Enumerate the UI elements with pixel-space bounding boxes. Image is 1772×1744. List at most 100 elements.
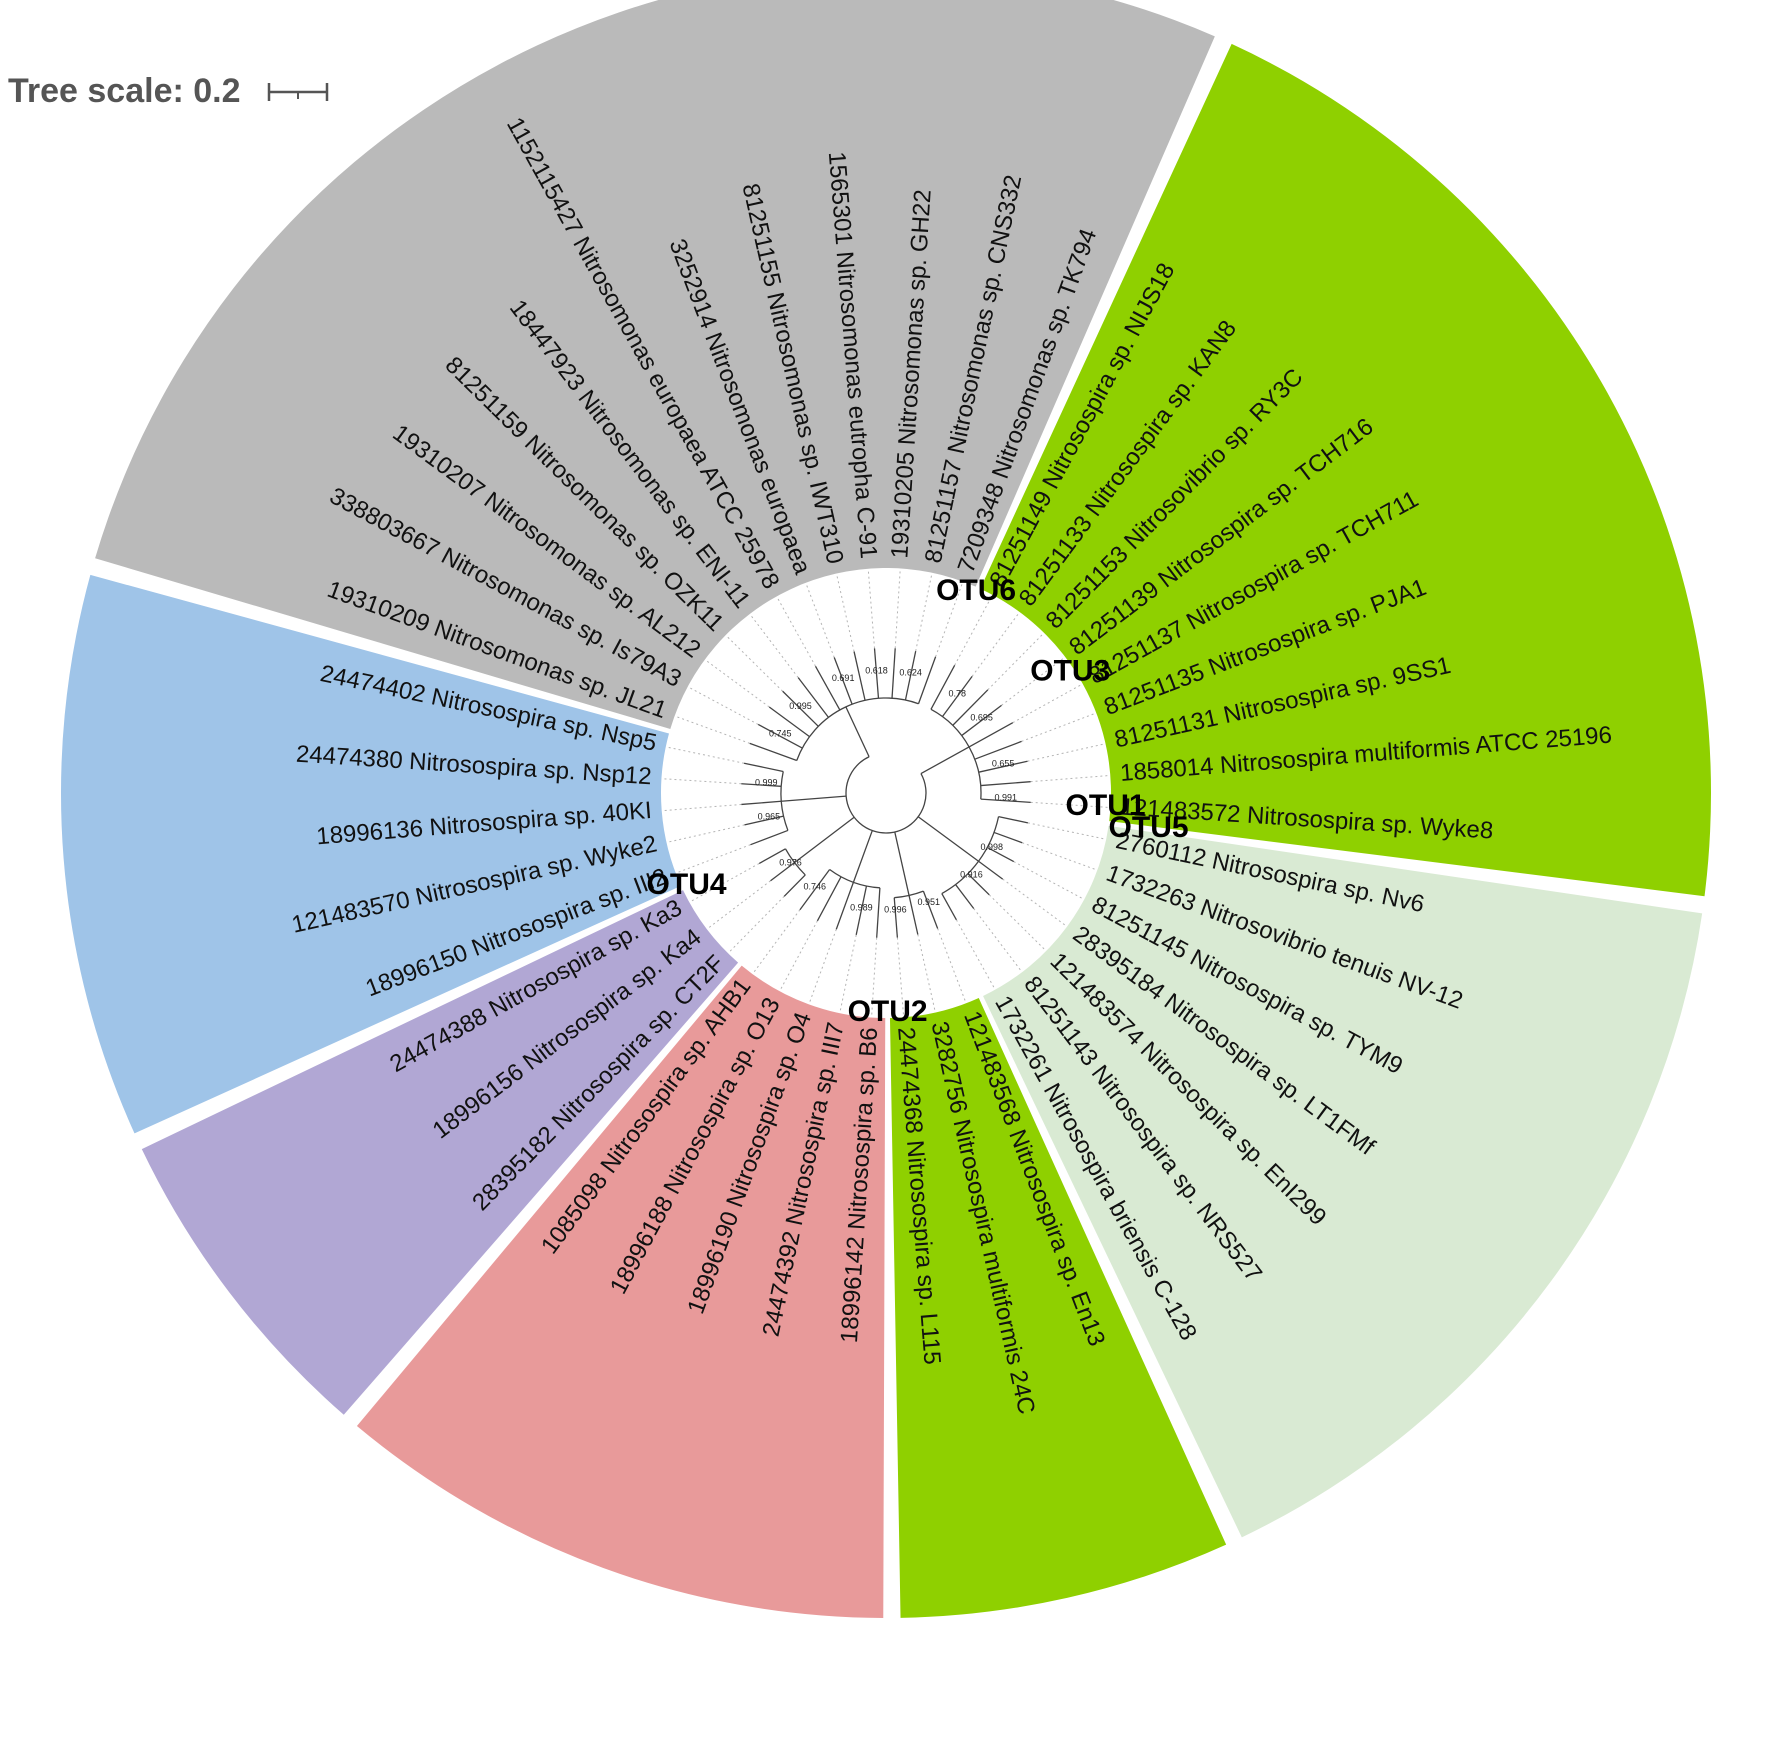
leaf-leader: [1022, 842, 1098, 871]
branch-segment: [894, 831, 910, 896]
leaf-leader: [1030, 801, 1111, 809]
support-value: 0.999: [755, 777, 778, 787]
leaf-leader: [988, 894, 1047, 952]
support-value: 0.695: [970, 712, 993, 722]
support-value: 0.991: [994, 793, 1017, 803]
support-value: 0.745: [769, 728, 792, 738]
support-value: 0.746: [804, 882, 827, 892]
otu-label: OTU1: [1066, 789, 1146, 822]
support-value: 0.951: [917, 897, 940, 907]
clade-sectors: [61, 0, 1711, 1618]
branch-segment: [917, 656, 937, 704]
leaf-leader: [973, 908, 1023, 973]
otu-label: OTU6: [936, 574, 1016, 607]
branch-segment: [873, 648, 880, 699]
leaf-leader: [987, 632, 1045, 691]
leaf-leader: [971, 611, 1021, 677]
leaf-leader: [1027, 822, 1107, 840]
leaf-leader: [674, 715, 750, 744]
branch-segment: [922, 890, 939, 929]
branch-segment: [799, 869, 831, 911]
branch-segment: [876, 887, 881, 938]
leaf-leader: [955, 919, 996, 990]
scale-bar: [267, 82, 328, 101]
tree-scale-label: Tree scale: 0.2: [8, 72, 241, 110]
leaf-leader: [935, 581, 964, 657]
support-value: 0.995: [789, 701, 812, 711]
branch-arc: [845, 756, 927, 834]
branch-segment: [978, 860, 1004, 880]
branch-segment: [781, 795, 847, 802]
support-value: 0.965: [758, 811, 781, 821]
leaf-leader: [835, 573, 855, 652]
branch-segment: [853, 651, 866, 701]
leaf-leader: [896, 937, 905, 1018]
leaf-leader: [1013, 861, 1085, 900]
branch-segment: [797, 677, 830, 718]
leaf-leader: [808, 929, 837, 1005]
branch-segment: [816, 876, 842, 922]
branch-segment: [917, 816, 979, 862]
leaf-leader: [687, 686, 759, 725]
branch-segment: [783, 874, 806, 897]
support-value: 0.916: [960, 869, 983, 879]
clade-sector: [356, 965, 886, 1618]
leaf-leader: [805, 582, 835, 658]
branch-segment: [758, 848, 786, 864]
otu-label: OTU2: [848, 995, 928, 1028]
branch-segment: [782, 690, 819, 727]
clade-sector: [95, 0, 1215, 729]
branch-segment: [978, 760, 1028, 773]
leaf-leader: [749, 613, 799, 678]
clade-sector: [61, 574, 682, 1134]
branch-segment: [908, 895, 919, 935]
leaf-leader: [666, 824, 745, 843]
branch-segment: [968, 722, 1014, 748]
otu-label: OTU5: [1109, 811, 1189, 844]
branch-segment: [941, 675, 973, 717]
leaf-leader: [867, 568, 876, 649]
leaf-leader: [1021, 712, 1097, 742]
branch-segment: [757, 723, 803, 749]
leaf-leader: [1030, 774, 1111, 783]
leaf-leader: [725, 634, 784, 692]
leaf-leader: [1027, 743, 1106, 762]
branch-segment: [941, 893, 957, 921]
branch-segment: [741, 783, 782, 787]
branch-segment: [993, 831, 1023, 844]
branch-segment: [980, 798, 1031, 804]
support-value: 0.989: [850, 902, 873, 912]
leaf-leader: [954, 594, 993, 666]
branch-segment: [750, 829, 789, 846]
clade-sector: [141, 890, 739, 1415]
branch-segment: [920, 746, 970, 775]
support-value: 0.998: [980, 842, 1003, 852]
branch-segment: [980, 781, 1031, 787]
leaf-leader: [665, 746, 745, 764]
branch-segment: [743, 762, 784, 773]
branch-segment: [814, 665, 841, 711]
support-values: 0.624 0.618 0.691 0.995 0.745 0.999 0.965 0.976…: [755, 665, 1017, 914]
support-value: 0.691: [832, 673, 855, 683]
branch-segment: [845, 706, 870, 758]
tree-scale: Tree scale: 0.2: [8, 72, 357, 111]
support-value: 0.996: [884, 905, 907, 915]
clade-sector: [980, 43, 1711, 897]
branch-segment: [930, 664, 956, 710]
branch-segment: [741, 800, 782, 806]
leaf-leader: [1002, 878, 1068, 927]
leaf-leader: [675, 844, 751, 874]
branch-segment: [768, 706, 810, 738]
support-value: 0.618: [865, 665, 888, 675]
branch-segment: [961, 704, 1002, 737]
branch-segment: [744, 815, 784, 826]
leaf-leader: [839, 934, 857, 1014]
branch-segment: [987, 846, 1015, 863]
branch-arc: [796, 697, 919, 761]
leaf-leader: [704, 659, 770, 708]
branch-segment: [835, 882, 855, 930]
support-value: 0.624: [899, 668, 922, 678]
